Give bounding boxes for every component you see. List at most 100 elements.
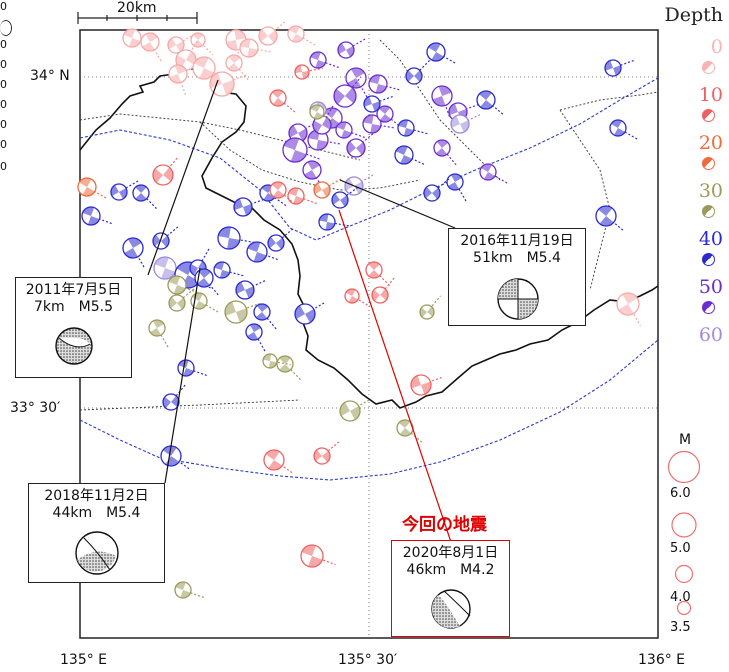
callout-2020-date: 2020年8月1日 xyxy=(402,545,499,561)
focal-mechanisms xyxy=(77,20,642,599)
callout-2018-date: 2018年11月2日 xyxy=(44,488,149,504)
depth-legend-label: 10 xyxy=(698,84,723,106)
focal-mechanism-ball xyxy=(217,226,254,250)
focal-mechanism-ball xyxy=(140,32,163,63)
focal-mechanism-ball xyxy=(167,275,199,295)
callout-2016-info: 51km M5.4 xyxy=(473,250,561,266)
focal-mechanism-ball xyxy=(213,261,244,279)
focal-mechanism-ball xyxy=(168,64,188,96)
focal-mechanism-ball xyxy=(313,441,340,465)
focal-mechanism-ball xyxy=(246,241,280,263)
focal-mechanism-ball xyxy=(160,445,192,471)
focal-mechanism-ball xyxy=(362,114,395,134)
focal-mechanism-ball xyxy=(168,288,195,312)
focal-mechanism-ball xyxy=(81,206,113,226)
focal-mechanism-ball xyxy=(309,104,336,124)
focal-mechanism-ball xyxy=(371,277,395,304)
focal-mechanism-ball xyxy=(396,419,423,443)
focal-mechanism-ball xyxy=(262,353,291,369)
callout-2020-mechanism-icon xyxy=(431,589,471,629)
left-edge-label: 0 xyxy=(0,160,7,173)
left-edge-label: 0 xyxy=(0,78,7,91)
focal-mechanism-ball xyxy=(122,28,154,48)
focal-mechanism-ball xyxy=(410,374,444,396)
depth-legend-ball-icon xyxy=(702,109,715,122)
focal-mechanism-ball xyxy=(337,38,366,59)
scale-bar-line xyxy=(77,12,198,24)
focal-mechanism-ball xyxy=(239,38,272,58)
focal-mechanism-ball xyxy=(167,33,196,54)
scale-bar-label: 20km xyxy=(117,0,157,16)
focal-mechanism-ball xyxy=(190,32,214,56)
callout-2011-info: 7km M5.5 xyxy=(34,299,113,315)
focal-mechanism-ball xyxy=(177,359,207,377)
depth-legend-ball-icon xyxy=(702,157,715,170)
left-edge-label: 0 xyxy=(0,118,7,131)
focal-mechanism-ball xyxy=(132,184,158,210)
callout-2016: 2016年11月19日 51km M5.4 xyxy=(448,228,586,326)
focal-mechanism-ball xyxy=(479,163,508,184)
magnitude-label-4: 4.0 xyxy=(670,590,691,605)
left-edge-label: 0 xyxy=(0,0,7,13)
focal-mechanism-ball xyxy=(595,205,625,232)
focal-mechanism-ball xyxy=(312,104,335,135)
callout-2018-mechanism-icon xyxy=(75,531,119,575)
focal-mechanism-ball xyxy=(394,145,426,166)
focal-mechanism-ball xyxy=(269,181,296,205)
focal-mechanism-ball xyxy=(152,156,179,186)
focal-mechanism-ball xyxy=(346,132,374,158)
focal-mechanism-ball xyxy=(339,398,372,422)
focal-mechanism-ball xyxy=(433,139,457,166)
magnitude-legend-title: M xyxy=(679,432,692,448)
focal-mechanism-ball xyxy=(209,71,247,97)
focal-mechanism-ball xyxy=(282,137,320,163)
depth-legend-title: Depth xyxy=(664,4,723,26)
focal-mechanism-ball xyxy=(245,323,266,352)
focal-mechanism-ball xyxy=(431,85,453,119)
magnitude-label-6: 6.0 xyxy=(670,486,691,501)
focal-mechanism-ball xyxy=(616,292,642,326)
callout-2011-date: 2011年7月5日 xyxy=(25,282,122,298)
focal-mechanism-ball xyxy=(365,261,391,287)
depth-legend-ball-icon xyxy=(702,61,715,74)
callout-2011-mechanism-icon xyxy=(55,327,93,365)
left-edge-label: 0 xyxy=(0,98,7,111)
lat-label-34n: 34° N xyxy=(30,68,70,84)
focal-mechanism-ball xyxy=(258,20,286,46)
callout-2011: 2011年7月5日 7km M5.5 xyxy=(15,277,132,378)
focal-mechanism-ball xyxy=(269,89,296,113)
focal-mechanism-ball xyxy=(287,25,316,46)
focal-mechanism-ball xyxy=(294,301,327,325)
focal-mechanism-ball xyxy=(235,279,267,300)
focal-mechanism-ball xyxy=(263,449,295,475)
focal-mechanism-ball xyxy=(294,64,323,80)
lat-label-33-30: 33° 30′ xyxy=(10,400,61,416)
depth-legend-label: 40 xyxy=(698,228,723,250)
magnitude-label-5: 5.0 xyxy=(670,541,691,556)
focal-mechanism-ball xyxy=(363,95,393,113)
focal-mechanism-ball xyxy=(302,160,325,191)
focal-mechanism-ball xyxy=(276,355,302,381)
focal-mechanism-ball xyxy=(604,59,634,77)
focal-mechanism-ball xyxy=(446,173,467,202)
focal-mechanism-ball xyxy=(267,228,294,252)
focal-mechanism-ball xyxy=(426,42,457,65)
depth-legend-label: 50 xyxy=(698,276,723,298)
focal-mechanism-ball xyxy=(376,105,403,129)
focal-mechanism-ball xyxy=(224,300,260,324)
this-earthquake-title: 今回の地震 xyxy=(402,515,487,535)
focal-mechanism-ball xyxy=(423,178,450,202)
focal-mechanism-ball xyxy=(162,384,186,411)
focal-mechanism-ball xyxy=(450,113,482,134)
plate-contours xyxy=(79,77,659,481)
depth-legend-label: 30 xyxy=(698,180,723,202)
depth-legend-ball-icon xyxy=(702,301,715,314)
focal-mechanism-ball xyxy=(419,295,441,320)
lon-label-135e: 135° E xyxy=(60,652,108,668)
focal-mechanism-ball xyxy=(335,121,365,139)
lon-label-135-30: 135° 30′ xyxy=(338,652,398,668)
left-edge-label: 0 xyxy=(0,58,7,71)
focal-mechanism-ball xyxy=(476,90,504,116)
callout-2016-date: 2016年11月19日 xyxy=(460,233,574,249)
